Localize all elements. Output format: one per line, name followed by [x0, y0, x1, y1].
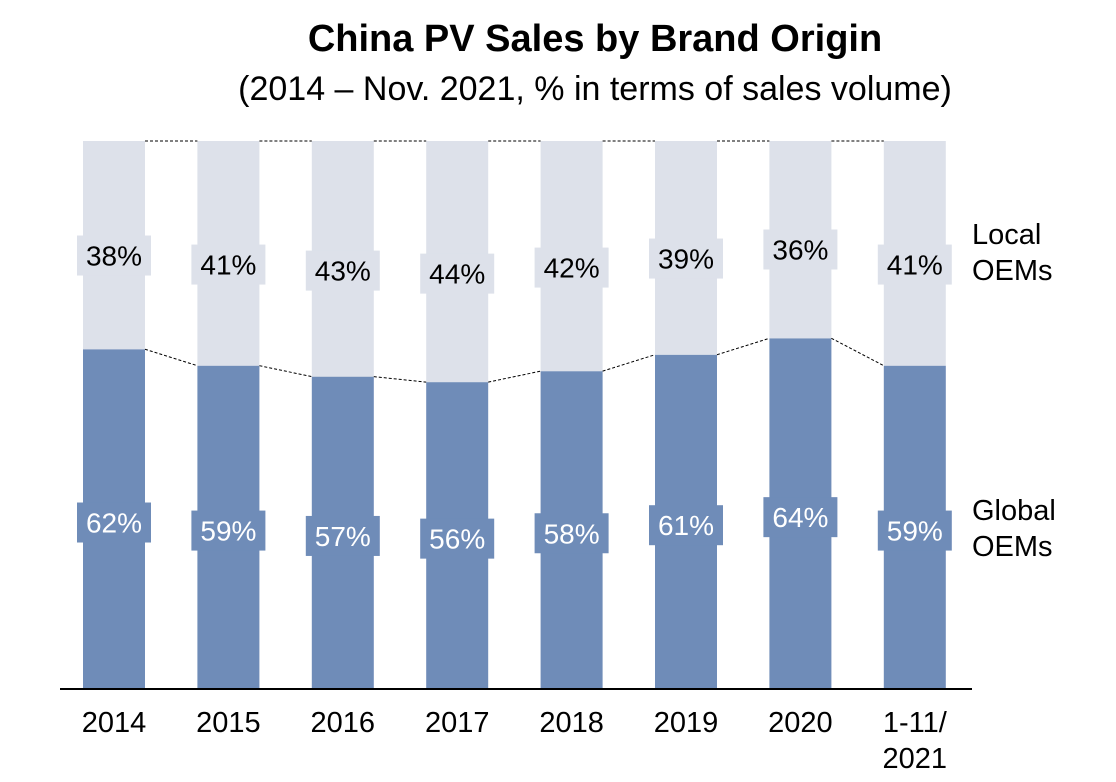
data-label-local-oems-1-box — [191, 244, 266, 285]
data-label-local-oems-0-box — [77, 235, 151, 276]
data-label-global-oems-7: 59% — [887, 516, 943, 547]
x-tick-label-4: 2018 — [539, 707, 604, 739]
data-label-global-oems-0: 62% — [86, 508, 142, 539]
data-label-global-oems-1-box — [191, 510, 266, 551]
data-label-local-oems-2: 43% — [315, 256, 371, 287]
data-label-global-oems-2-box — [305, 515, 380, 556]
chart-subtitle: (2014 – Nov. 2021, % in terms of sales v… — [238, 70, 952, 108]
data-label-global-oems-5-box — [649, 505, 723, 546]
connector-boundary-5 — [716, 337, 770, 356]
data-label-local-oems-5-box — [649, 238, 723, 279]
data-label-local-oems-4-box — [534, 247, 609, 288]
x-tick-label-0: 2014 — [82, 707, 147, 739]
x-tick-label-1: 2015 — [196, 707, 261, 739]
data-label-global-oems-1: 59% — [200, 516, 256, 547]
data-label-local-oems-6-box — [763, 229, 838, 270]
data-label-global-oems-4: 58% — [544, 518, 600, 549]
connector-boundary-2 — [373, 376, 427, 383]
connector-boundary-0 — [144, 348, 198, 367]
connector-boundary-4 — [602, 354, 656, 372]
data-label-local-oems-7: 41% — [887, 250, 943, 281]
legend-label-local-oems: Local OEMs — [972, 219, 1053, 287]
data-label-local-oems-5: 39% — [658, 244, 714, 275]
chart-title: China PV Sales by Brand Origin — [307, 18, 883, 60]
data-label-local-oems-7-box — [877, 244, 952, 285]
connector-boundary-3 — [488, 370, 541, 383]
data-label-local-oems-2-box — [305, 250, 380, 291]
data-label-global-oems-2: 57% — [315, 521, 371, 552]
x-tick-label-7: 1-11/2021 — [883, 707, 948, 775]
data-label-local-oems-1: 41% — [200, 250, 256, 281]
x-tick-label-3: 2017 — [425, 707, 490, 739]
legend-label-global-oems: Global OEMs — [972, 495, 1056, 563]
x-tick-label-6: 2020 — [768, 707, 833, 739]
x-tick-label-5: 2019 — [654, 707, 719, 739]
data-label-local-oems-6: 36% — [772, 235, 828, 266]
data-label-global-oems-3-box — [420, 518, 495, 559]
data-label-local-oems-3: 44% — [429, 259, 485, 290]
data-label-global-oems-0-box — [77, 502, 151, 543]
data-label-global-oems-7-box — [877, 510, 952, 551]
data-label-global-oems-5: 61% — [658, 510, 714, 541]
data-label-global-oems-4-box — [534, 513, 609, 554]
connector-boundary-1 — [259, 365, 312, 378]
data-label-global-oems-6: 64% — [772, 502, 828, 533]
data-label-local-oems-3-box — [420, 253, 495, 294]
data-label-local-oems-0: 38% — [86, 241, 142, 272]
connector-boundary-6 — [831, 337, 885, 367]
data-label-local-oems-4: 42% — [544, 253, 600, 284]
data-label-global-oems-6-box — [763, 497, 838, 538]
x-tick-label-2: 2016 — [311, 707, 376, 739]
data-label-global-oems-3: 56% — [429, 524, 485, 555]
